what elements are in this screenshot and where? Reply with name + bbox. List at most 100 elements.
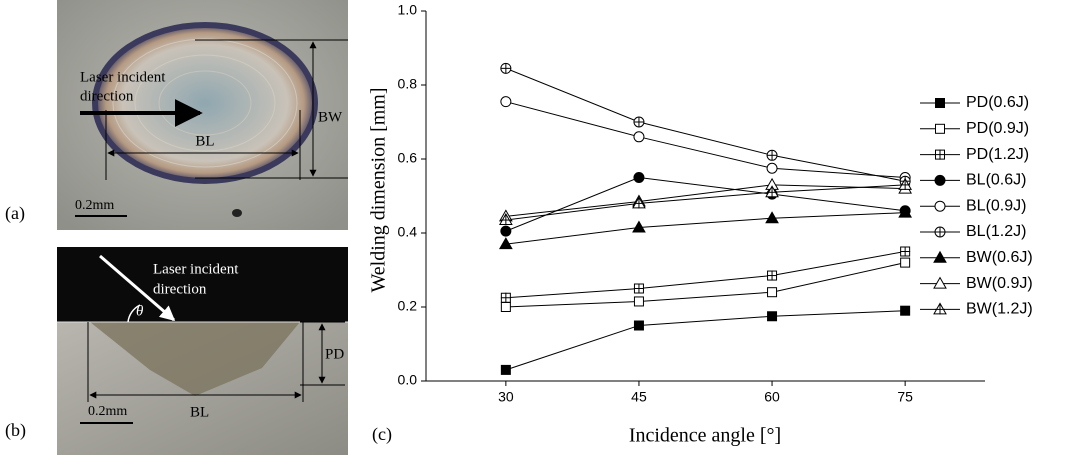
marker [500, 62, 512, 74]
legend-label: BL(1.2J) [966, 223, 1026, 240]
panel-label: (b) [5, 420, 26, 441]
x-tick-label: 60 [764, 389, 780, 405]
marker [933, 276, 947, 289]
marker [767, 270, 778, 281]
marker-shape [933, 250, 947, 263]
marker-shape [767, 287, 778, 298]
annotation: PD [325, 346, 344, 362]
marker [767, 311, 778, 322]
marker [935, 149, 945, 160]
marker [900, 257, 911, 268]
marker [934, 226, 946, 238]
marker [934, 174, 946, 186]
y-axis-title: Welding dimension [mm] [368, 87, 390, 292]
series-line [505, 67, 906, 182]
marker [500, 96, 512, 108]
marker-shape [632, 220, 646, 233]
marker [498, 237, 513, 250]
marker-shape [500, 225, 512, 237]
marker [933, 302, 947, 315]
scale-label: 0.2mm [75, 198, 114, 213]
series-line [505, 101, 906, 178]
legend-label: BL(0.9J) [966, 197, 1026, 214]
marker-shape [767, 311, 778, 322]
marker [500, 302, 511, 312]
series-line [505, 184, 906, 221]
x-tick-label: 45 [631, 389, 647, 405]
marker [632, 196, 646, 209]
marker-shape [498, 237, 513, 250]
marker-shape [934, 200, 946, 212]
series-line [505, 212, 906, 245]
marker [900, 305, 911, 316]
micrograph-a: Laser incident direction BL BW 0.2mm [57, 0, 348, 230]
marker-shape [933, 276, 947, 289]
marker [935, 98, 945, 108]
marker-shape [633, 320, 644, 331]
x-tick-label: 30 [498, 389, 514, 405]
y-tick-label: 0.6 [398, 150, 418, 166]
marker [933, 250, 947, 263]
marker-shape [765, 211, 779, 224]
marker [633, 320, 644, 331]
marker [500, 292, 511, 303]
series-line [505, 184, 906, 217]
annotation: direction [153, 281, 207, 297]
scale-label: 0.2mm [88, 404, 127, 419]
annotation: BL [195, 133, 214, 149]
annotation: direction [80, 88, 134, 104]
marker-shape [898, 205, 913, 218]
chart: Incidence angle [°] Welding dimension [m… [368, 2, 1033, 447]
marker [765, 211, 779, 224]
marker [633, 283, 644, 294]
legend-label: BL(0.6J) [966, 172, 1026, 189]
marker-shape [766, 162, 778, 174]
marker [900, 246, 911, 257]
y-tick-label: 0.0 [398, 372, 418, 388]
marker [633, 131, 645, 143]
marker-shape [500, 302, 511, 312]
marker [500, 364, 511, 375]
y-tick-label: 0.8 [398, 76, 418, 92]
micrograph-b: Laser incident direction θ BL PD 0.2mm [57, 247, 348, 455]
marker-shape [500, 96, 512, 108]
y-tick-label: 0.2 [398, 298, 418, 314]
legend-label: PD(1.2J) [966, 146, 1029, 163]
marker [633, 116, 645, 128]
marker [633, 296, 644, 307]
marker-shape [633, 296, 644, 307]
annotation: θ [136, 303, 144, 319]
legend-label: BW(0.6J) [966, 249, 1033, 266]
series-line [505, 251, 906, 299]
panel-label: (c) [372, 424, 392, 445]
marker [500, 225, 512, 237]
marker [766, 149, 778, 161]
marker-shape [935, 98, 945, 108]
marker [633, 172, 645, 183]
marker-shape [900, 305, 911, 316]
marker [898, 177, 913, 190]
series-line [505, 310, 906, 371]
marker [767, 287, 778, 298]
marker [898, 205, 913, 218]
marker [935, 123, 945, 134]
y-tick-label: 1.0 [398, 2, 418, 18]
x-tick-label: 75 [897, 389, 913, 405]
marker [632, 220, 646, 233]
legend-label: PD(0.9J) [966, 120, 1029, 137]
legend-label: PD(0.6J) [966, 94, 1029, 111]
x-axis-title: Incidence angle [°] [629, 425, 781, 447]
marker-shape [900, 257, 911, 268]
marker [498, 213, 513, 226]
legend-label: BW(0.9J) [966, 275, 1033, 292]
annotation: Laser incident [80, 69, 166, 85]
marker-shape [935, 123, 945, 134]
legend-label: BW(1.2J) [966, 301, 1033, 318]
panel-label: (a) [5, 203, 25, 224]
annotation: BL [190, 404, 209, 420]
marker-shape [934, 174, 946, 186]
annotation: Laser incident [153, 261, 239, 277]
marker [765, 185, 779, 198]
marker-shape [633, 131, 645, 143]
